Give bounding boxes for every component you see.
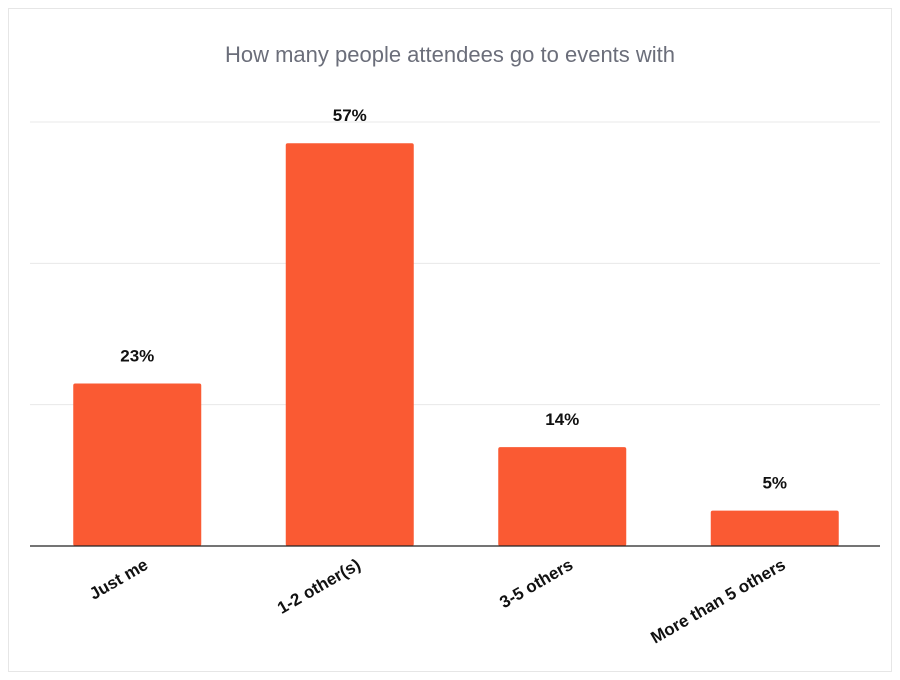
bar — [498, 447, 627, 546]
data-label: 23% — [120, 346, 154, 365]
data-label: 5% — [762, 474, 787, 493]
data-label: 57% — [333, 106, 367, 125]
bar — [710, 510, 839, 546]
x-tick-label: More than 5 others — [648, 555, 789, 648]
bar — [285, 143, 414, 546]
x-tick-label: 1-2 other(s) — [274, 555, 364, 618]
bar — [73, 383, 202, 546]
x-tick-label: Just me — [86, 555, 151, 604]
x-tick-label: 3-5 others — [496, 555, 576, 612]
chart-title: How many people attendees go to events w… — [224, 42, 676, 67]
chart-frame — [8, 8, 892, 672]
data-label: 14% — [545, 410, 579, 429]
